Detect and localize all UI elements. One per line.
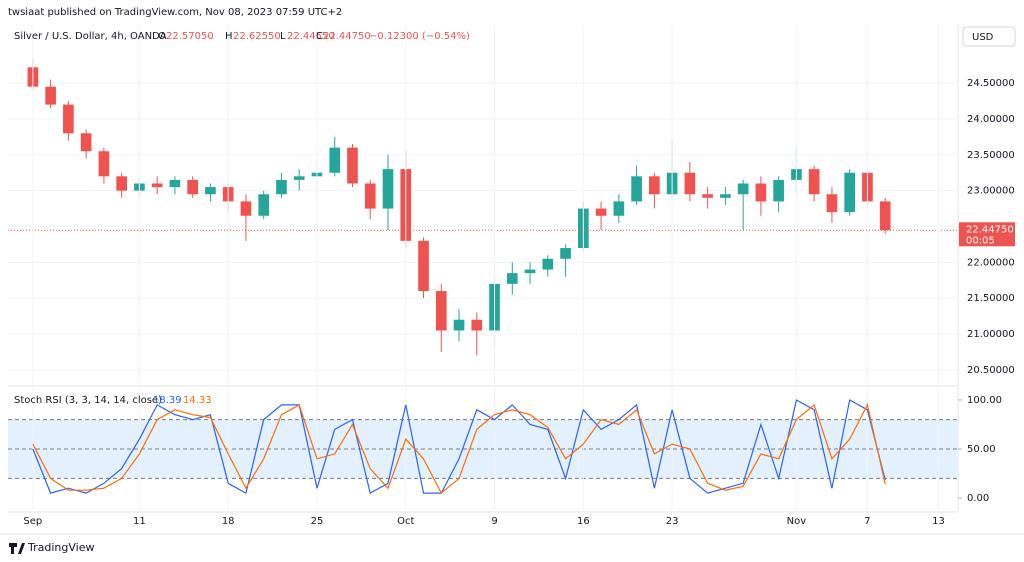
candle-body: [293, 176, 305, 180]
symbol: Silver / U.S. Dollar, 4h, OANDA: [14, 31, 167, 42]
candle-body: [151, 183, 163, 188]
candle-body: [613, 201, 625, 216]
stoch-line: [32, 403, 886, 495]
candle-body: [187, 179, 198, 195]
candle-body: [329, 147, 341, 173]
candle-body: [453, 319, 465, 331]
x-tick-label: 18: [222, 516, 235, 527]
candle-body: [382, 169, 394, 209]
ohlc-value: 22.44750: [323, 31, 371, 42]
y-tick-label: 20.50000: [967, 365, 1015, 376]
brand-logo: TradingView: [9, 541, 94, 554]
ohlc-key: L: [280, 31, 286, 42]
candle-body: [63, 104, 74, 134]
candle-body: [808, 169, 820, 195]
ohlc-value: 22.57050: [166, 31, 214, 42]
candle-body: [773, 179, 784, 202]
candle-body: [542, 258, 554, 270]
candle-body: [116, 176, 127, 191]
change: −0.12300 (−0.54%): [369, 31, 470, 42]
x-tick-label: Nov: [787, 516, 807, 527]
x-tick-label: 16: [577, 516, 590, 527]
x-tick-label: 13: [932, 516, 945, 527]
indicator-value: 18.39: [153, 395, 182, 406]
ohlc-value: 22.62550: [233, 31, 281, 42]
candle-body: [649, 176, 660, 195]
candle-body: [631, 176, 642, 202]
y-tick-label: 24.00000: [967, 114, 1015, 125]
candle-body: [524, 269, 536, 274]
stoch-line: [32, 399, 886, 495]
candle-body: [347, 147, 358, 184]
last-price-label: 22.44750: [966, 224, 1014, 235]
candle-body: [205, 187, 216, 195]
y-tick-label: 24.50000: [967, 78, 1015, 89]
candle-body: [702, 194, 713, 198]
x-tick-label: 9: [491, 516, 497, 527]
candle-body: [506, 273, 518, 284]
y-tick-label: 23.00000: [967, 186, 1015, 197]
candle-body: [80, 133, 92, 152]
x-tick-label: 23: [666, 516, 679, 527]
x-tick-label: 25: [311, 516, 324, 527]
y-tick-label: 21.50000: [967, 293, 1015, 304]
candle-body: [737, 183, 749, 195]
candle-body: [471, 319, 483, 331]
candle-body: [684, 172, 696, 195]
y-tick-label: 23.50000: [967, 150, 1015, 161]
y-tick-label: 50.00: [967, 444, 996, 455]
candle-body: [435, 291, 447, 331]
ohlc-value: 22.44550: [287, 31, 335, 42]
candle-body: [826, 194, 838, 213]
ohlc-key: C: [316, 31, 323, 42]
candle-body: [364, 183, 376, 209]
candle-body: [720, 194, 731, 198]
y-tick-label: 0.00: [967, 493, 989, 504]
legend: Silver / U.S. Dollar, 4h, OANDA O 22.570…: [14, 31, 470, 42]
currency[interactable]: USD: [972, 32, 994, 43]
publisher: twsiaat published on TradingView.com, No…: [8, 7, 342, 18]
candle-body: [560, 248, 571, 259]
candle-body: [755, 183, 767, 202]
indicator-value: 14.33: [183, 395, 212, 406]
candle-body: [418, 240, 429, 292]
countdown: 00:05: [966, 235, 995, 246]
x-tick-label: 7: [864, 516, 870, 527]
candle-body: [169, 179, 181, 188]
candle-body: [98, 151, 110, 177]
candle-body: [45, 86, 56, 105]
candle-body: [844, 172, 856, 213]
candle-body: [258, 194, 270, 216]
y-tick-label: 21.00000: [967, 329, 1015, 340]
currency-button[interactable]: [962, 26, 1016, 47]
y-tick-label: 22.00000: [967, 257, 1015, 268]
y-tick-label: 100.00: [967, 395, 1002, 406]
candle-body: [240, 201, 252, 216]
candle-body: [879, 201, 891, 231]
x-tick-label: Sep: [23, 516, 42, 527]
x-tick-label: 11: [133, 516, 146, 527]
last-price-tag: [959, 222, 1015, 247]
candle-body: [595, 208, 607, 216]
brand: TradingView: [27, 541, 94, 554]
candle-body: [276, 179, 287, 195]
x-tick-label: Oct: [397, 516, 414, 527]
indicator-title: Stoch RSI (3, 3, 14, 14, close): [14, 395, 162, 406]
ohlc-key: O: [158, 31, 166, 42]
ohlc-key: H: [225, 31, 233, 42]
